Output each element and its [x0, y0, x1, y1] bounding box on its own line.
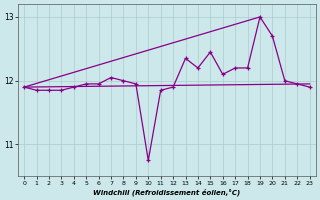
X-axis label: Windchill (Refroidissement éolien,°C): Windchill (Refroidissement éolien,°C) [93, 188, 241, 196]
